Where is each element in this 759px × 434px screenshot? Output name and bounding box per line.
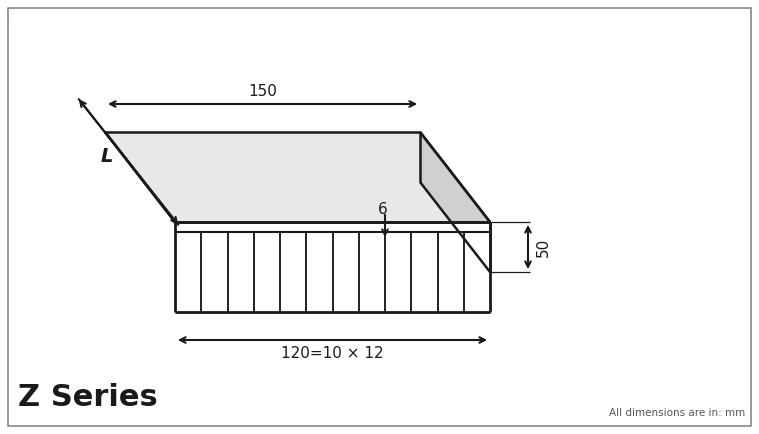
Polygon shape <box>420 132 490 272</box>
Text: All dimensions are in: mm: All dimensions are in: mm <box>609 408 745 418</box>
Text: 50: 50 <box>536 237 550 256</box>
Text: Z Series: Z Series <box>18 383 158 412</box>
Text: 120=10 × 12: 120=10 × 12 <box>281 346 384 362</box>
Polygon shape <box>175 222 490 312</box>
Text: 150: 150 <box>248 83 277 99</box>
Text: L: L <box>100 148 112 167</box>
Text: 6: 6 <box>378 203 388 217</box>
Polygon shape <box>105 132 490 222</box>
